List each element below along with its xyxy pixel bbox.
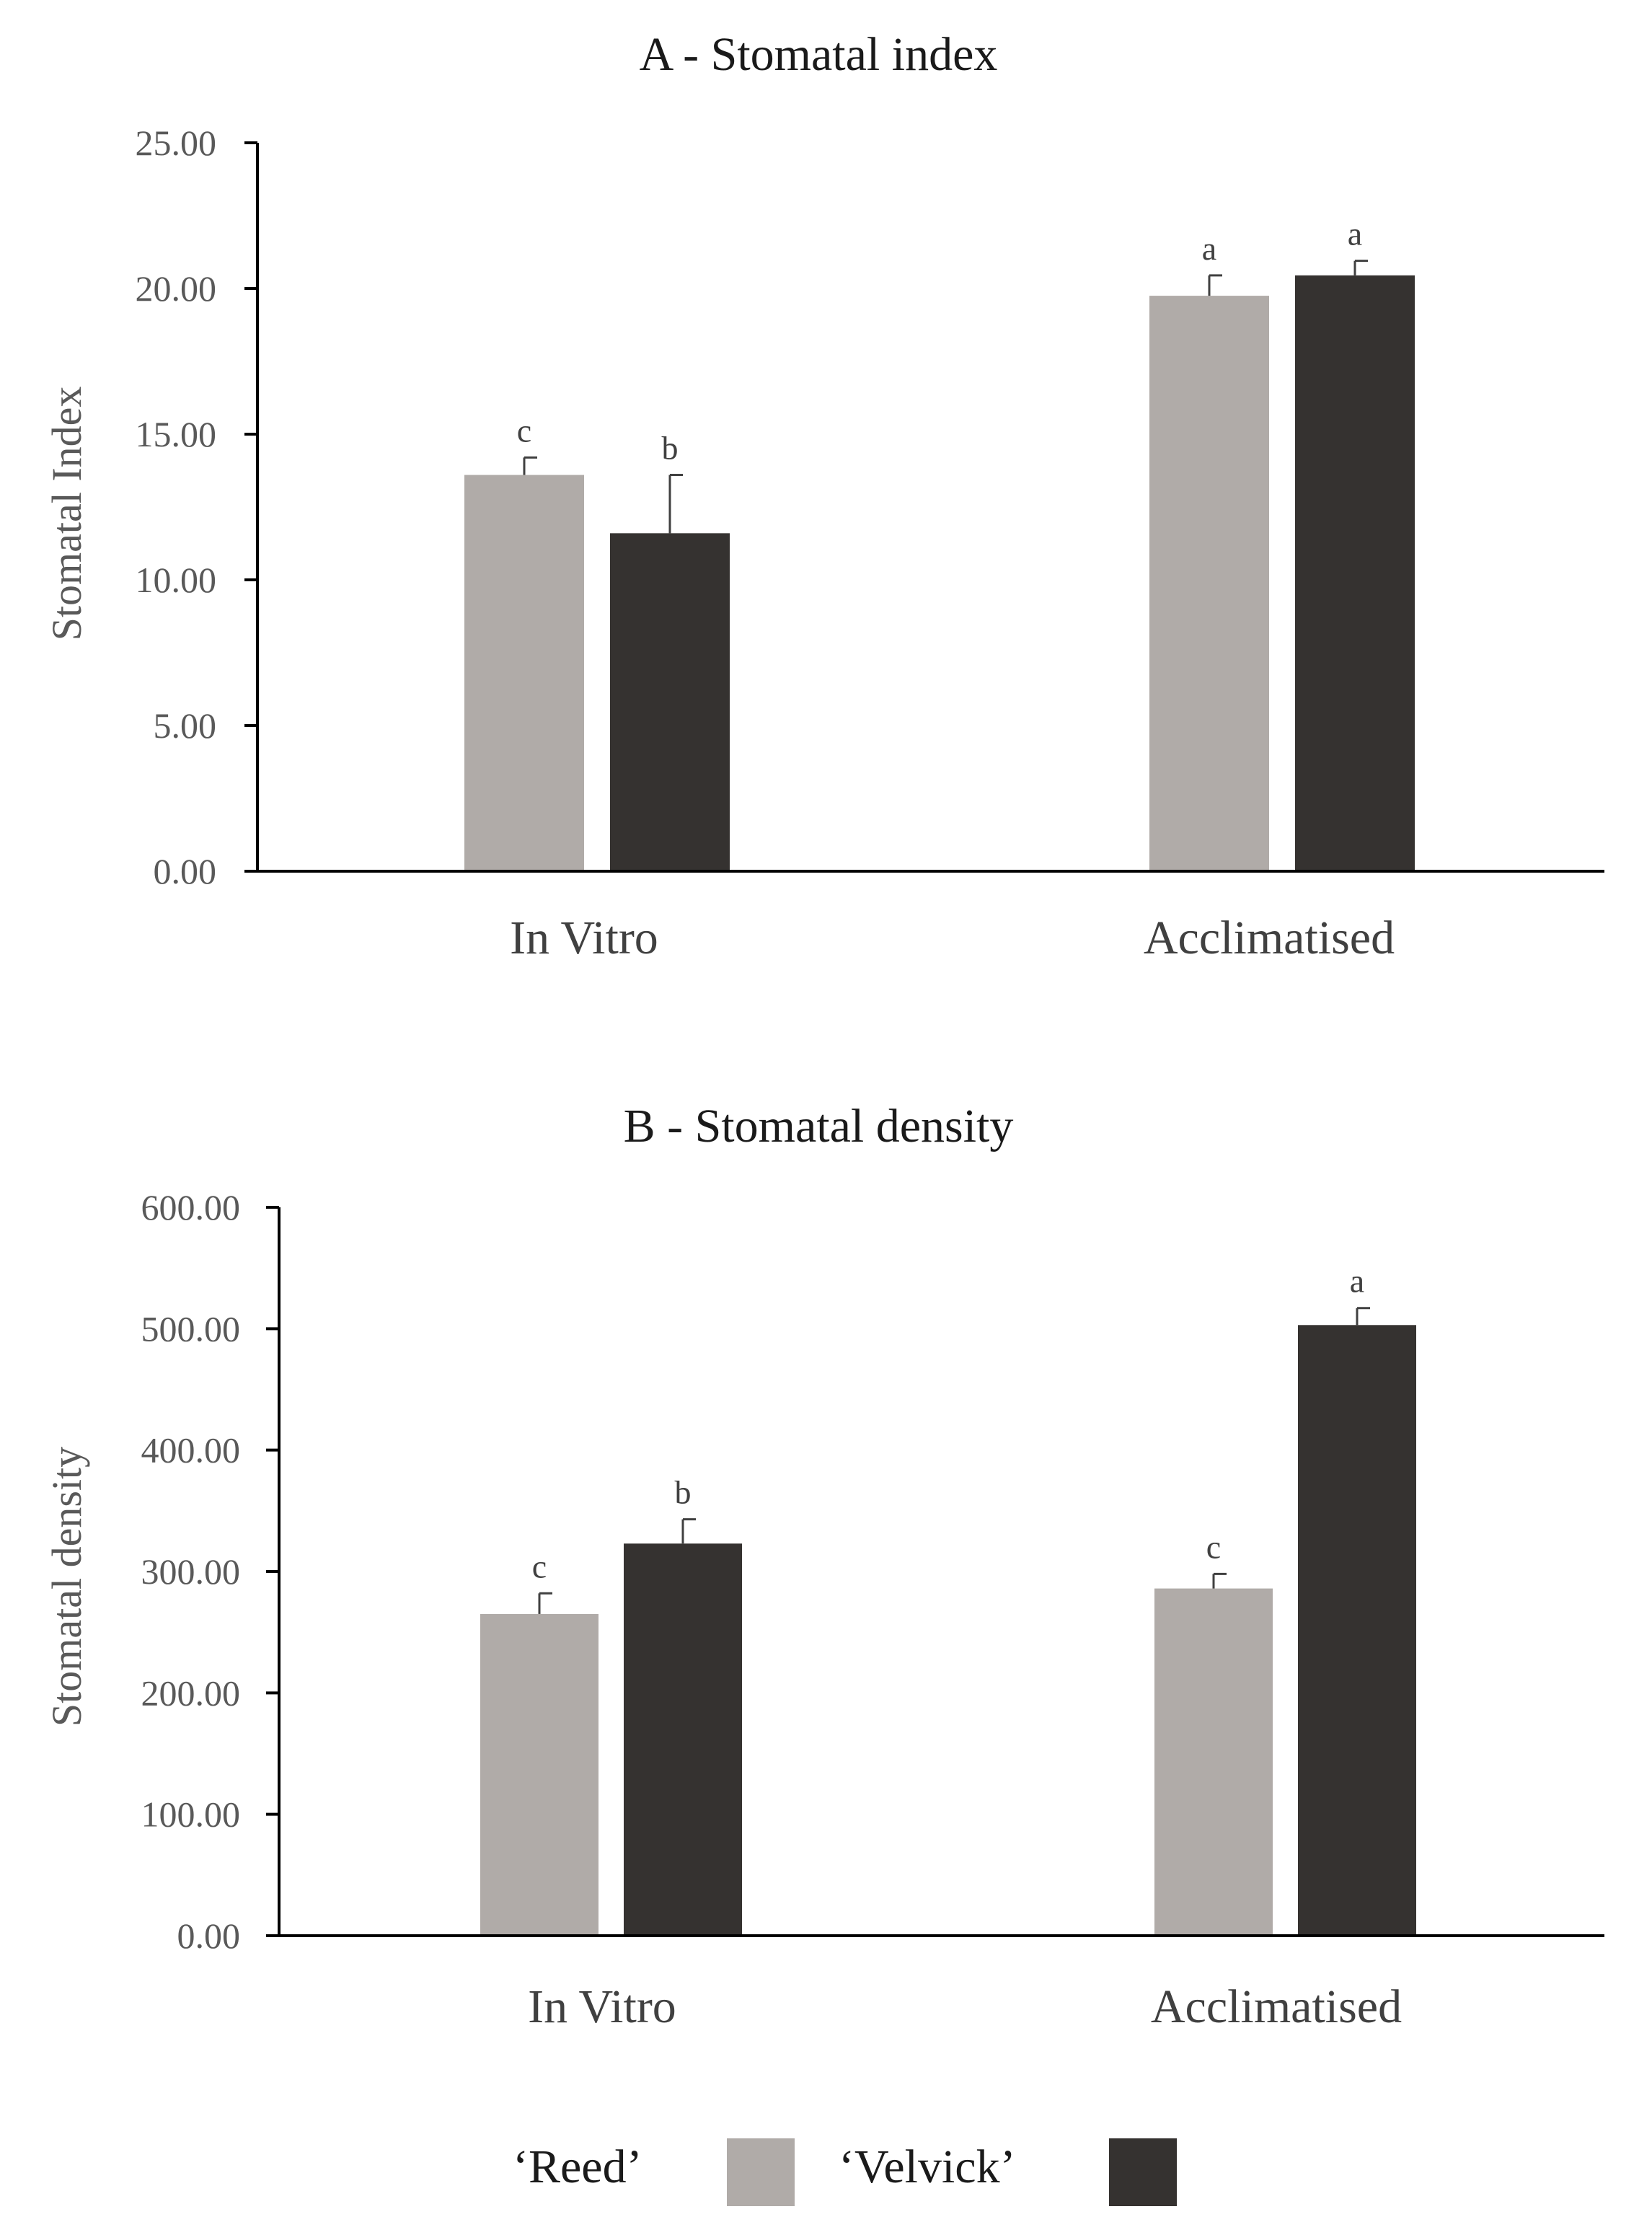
legend-swatch-reed — [727, 2138, 795, 2206]
significance-letter: a — [1202, 230, 1216, 267]
y-tick-label: 20.00 — [136, 268, 217, 309]
y-tick-label: 500.00 — [141, 1308, 241, 1349]
y-tick-label: 25.00 — [136, 123, 217, 163]
significance-letter: b — [675, 1474, 692, 1511]
chart-title: A - Stomatal index — [640, 28, 998, 81]
y-tick-label: 5.00 — [154, 705, 217, 746]
significance-letter: b — [662, 430, 679, 467]
y-axis-title: Stomatal Index — [43, 387, 90, 641]
x-category-label: Acclimatised — [1144, 912, 1395, 964]
bar-velvick — [1298, 1325, 1416, 1936]
y-tick-label: 200.00 — [141, 1672, 241, 1713]
bar-velvick — [1295, 275, 1415, 871]
significance-letter: c — [1206, 1528, 1221, 1565]
legend-swatch-velvick — [1109, 2138, 1177, 2206]
chart-title: B - Stomatal density — [624, 1100, 1014, 1152]
significance-letter: a — [1350, 1263, 1364, 1300]
chart-panel-a: A - Stomatal index Stomatal Index 0.00 5.… — [43, 28, 1604, 964]
y-tick-label: 0.00 — [177, 1916, 241, 1956]
x-category-label: In Vitro — [528, 1980, 676, 2033]
legend-label-reed: ‘Reed’ — [513, 2141, 642, 2193]
chart-panel-b: B - Stomatal density Stomatal density 0.… — [43, 1100, 1604, 2033]
y-tick-label: 600.00 — [141, 1187, 241, 1227]
y-tick-label: 10.00 — [136, 560, 217, 600]
bar-reed — [464, 475, 584, 871]
y-axis-title: Stomatal density — [43, 1447, 90, 1727]
bar-reed — [1149, 296, 1269, 872]
significance-letter: a — [1348, 216, 1362, 252]
y-tick-label: 0.00 — [154, 851, 217, 891]
bar-velvick — [610, 533, 730, 871]
x-category-label: Acclimatised — [1151, 1980, 1402, 2033]
y-tick-label: 400.00 — [141, 1430, 241, 1471]
bar-velvick — [624, 1543, 742, 1936]
y-tick-label: 300.00 — [141, 1551, 241, 1592]
y-tick-label: 100.00 — [141, 1794, 241, 1835]
significance-letter: c — [517, 412, 531, 449]
x-category-label: In Vitro — [510, 912, 658, 964]
bar-reed — [480, 1613, 598, 1936]
legend-label-velvick: ‘Velvick’ — [839, 2141, 1016, 2193]
legend: ‘Reed’ ‘Velvick’ — [513, 2138, 1177, 2206]
y-tick-label: 15.00 — [136, 414, 217, 454]
significance-letter: c — [532, 1548, 547, 1584]
bar-reed — [1154, 1588, 1273, 1936]
